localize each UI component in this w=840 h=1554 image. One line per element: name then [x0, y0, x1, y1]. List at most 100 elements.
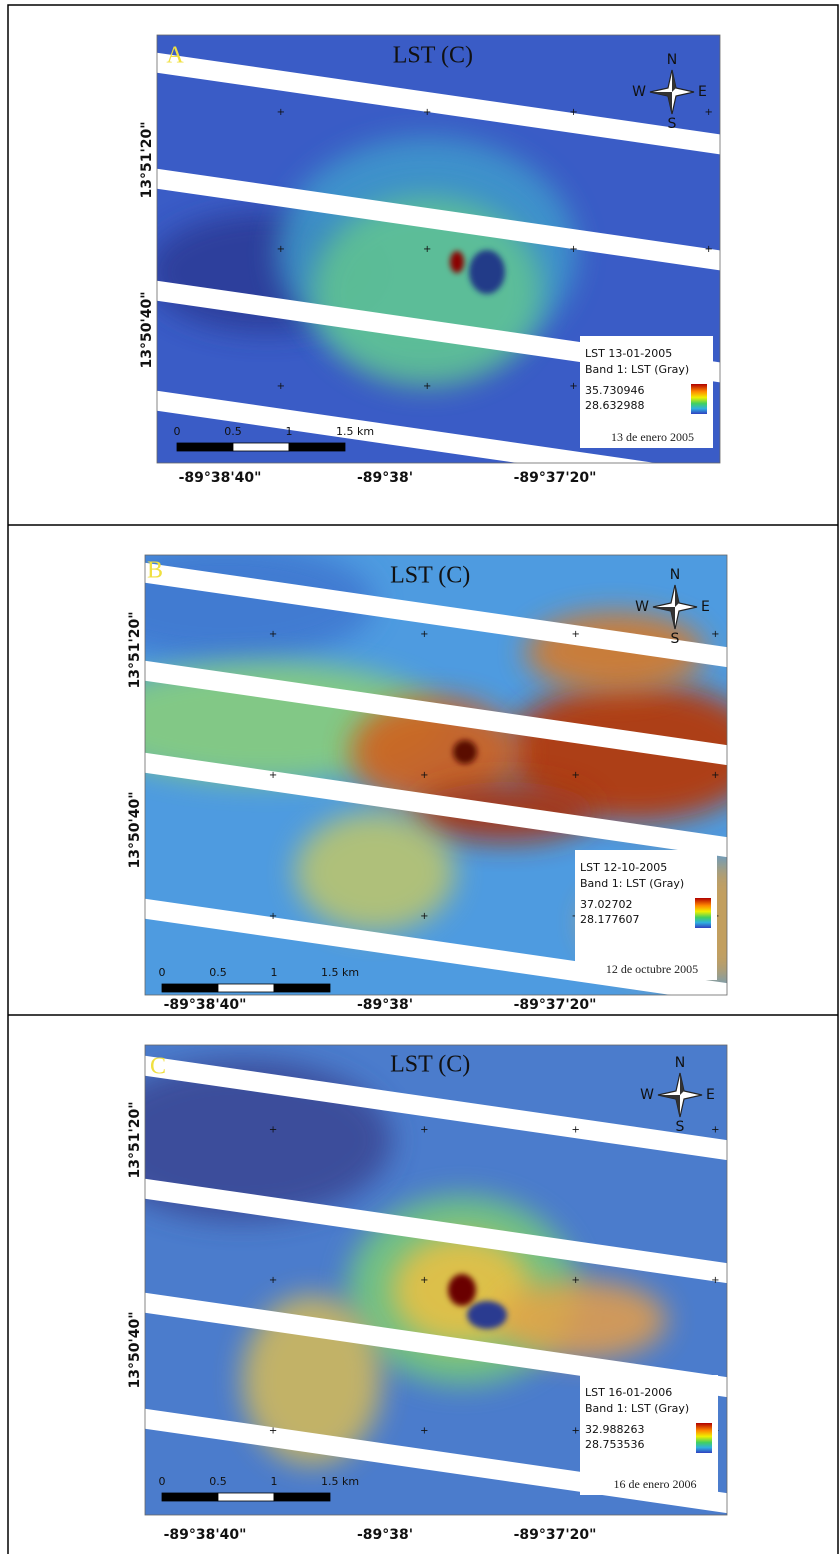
scale-bar-segment [218, 984, 274, 992]
grid-cross: + [420, 629, 428, 640]
grid-cross: + [269, 629, 277, 640]
scale-bar-segment [233, 443, 289, 451]
scale-bar-segment [177, 443, 233, 451]
grid-cross: + [269, 1425, 277, 1436]
map-title: LST (C) [390, 563, 470, 589]
scale-label: 0.5 [209, 966, 227, 979]
grid-cross: + [269, 911, 277, 922]
scale-label: 0.5 [224, 425, 242, 438]
compass-label: N [667, 52, 677, 68]
longitude-label: -89°38' [357, 1527, 413, 1543]
scale-label: 0 [174, 425, 181, 438]
legend-max: 35.730946 [585, 384, 645, 397]
colorbar [696, 1423, 712, 1453]
compass-label: W [635, 599, 649, 615]
latitude-label: 13°50'40" [127, 791, 143, 868]
longitude-label: -89°38'40" [164, 1527, 247, 1543]
lst-area [469, 250, 505, 294]
legend-max: 37.02702 [580, 898, 633, 911]
scale-bar-segment [162, 1493, 218, 1501]
grid-cross: + [571, 770, 579, 781]
compass-label: E [706, 1087, 715, 1103]
grid-cross: + [277, 244, 285, 255]
legend: LST 16-01-2006 Band 1: LST (Gray) 32.98826… [580, 1375, 718, 1495]
legend: LST 12-10-2005Band 1: LST (Gray)37.02702… [575, 850, 717, 980]
grid-cross: + [711, 629, 719, 640]
colorbar [691, 384, 707, 414]
scale-label: 1.5 km [321, 1475, 359, 1488]
grid-cross: + [569, 381, 577, 392]
grid-cross: + [569, 107, 577, 118]
latitude-label: 13°50'40" [127, 1311, 143, 1388]
compass-label: S [671, 631, 680, 647]
grid-cross: + [705, 107, 713, 118]
panel-letter: A [166, 43, 184, 69]
longitude-label: -89°37'20" [514, 470, 597, 486]
scale-bar-segment [274, 984, 330, 992]
grid-cross: + [423, 107, 431, 118]
colorbar [695, 898, 711, 928]
panel-letter: B [147, 558, 163, 584]
compass-label: S [676, 1119, 685, 1135]
grid-cross: + [571, 1275, 579, 1286]
scale-bar-segment [162, 984, 218, 992]
lst-area [295, 812, 455, 932]
grid-cross: + [711, 770, 719, 781]
longitude-label: -89°38' [357, 997, 413, 1013]
legend-band: Band 1: LST (Gray) [580, 877, 684, 890]
grid-cross: + [420, 770, 428, 781]
scale-label: 1 [286, 425, 293, 438]
scale-bar-segment [274, 1493, 330, 1501]
map-date: 13 de enero 2005 [611, 430, 694, 444]
scale-label: 1 [271, 966, 278, 979]
scale-label: 1.5 km [321, 966, 359, 979]
scale-label: 1 [271, 1475, 278, 1488]
scale-bar-segment [289, 443, 345, 451]
compass-label: E [701, 599, 710, 615]
latitude-label: 13°51'20" [127, 611, 143, 688]
scale-bar-segment [218, 1493, 274, 1501]
map-panel: ++++++++++++BLST (C)NSWE13°51'20"13°50'4… [75, 542, 840, 1013]
longitude-label: -89°37'20" [514, 997, 597, 1013]
legend-min: 28.753536 [585, 1438, 645, 1451]
longitude-label: -89°38'40" [179, 470, 262, 486]
map-title: LST (C) [390, 1052, 470, 1078]
map-date: 16 de enero 2006 [614, 1477, 697, 1491]
grid-cross: + [420, 1425, 428, 1436]
scale-label: 0.5 [209, 1475, 227, 1488]
legend-title: LST 16-01-2006 [585, 1386, 672, 1399]
grid-cross: + [571, 1125, 579, 1136]
grid-cross: + [571, 1425, 579, 1436]
legend-min: 28.177607 [580, 913, 640, 926]
grid-cross: + [423, 244, 431, 255]
longitude-label: -89°38' [357, 470, 413, 486]
grid-cross: + [420, 911, 428, 922]
grid-cross: + [420, 1275, 428, 1286]
lst-area [448, 1274, 476, 1306]
grid-cross: + [711, 1275, 719, 1286]
compass-label: E [698, 84, 707, 100]
map-title: LST (C) [393, 43, 473, 69]
grid-cross: + [569, 244, 577, 255]
latitude-label: 13°50'40" [139, 291, 155, 368]
grid-cross: + [420, 1125, 428, 1136]
longitude-label: -89°38'40" [164, 997, 247, 1013]
grid-cross: + [711, 1125, 719, 1136]
legend-band: Band 1: LST (Gray) [585, 1402, 689, 1415]
grid-cross: + [277, 381, 285, 392]
latitude-label: 13°51'20" [139, 121, 155, 198]
longitude-label: -89°37'20" [514, 1527, 597, 1543]
grid-cross: + [269, 1275, 277, 1286]
lst-area [450, 251, 464, 273]
grid-cross: + [269, 770, 277, 781]
legend-max: 32.988263 [585, 1423, 645, 1436]
grid-cross: + [705, 244, 713, 255]
latitude-label: 13°51'20" [127, 1101, 143, 1178]
lst-area [453, 740, 477, 764]
figure: + + + + + + + + + + + + A LST (C) N S W E 13°51'20" 13°50'4… [0, 0, 840, 1554]
legend-min: 28.632988 [585, 399, 645, 412]
lst-area [467, 1301, 507, 1329]
compass-label: S [668, 116, 677, 132]
